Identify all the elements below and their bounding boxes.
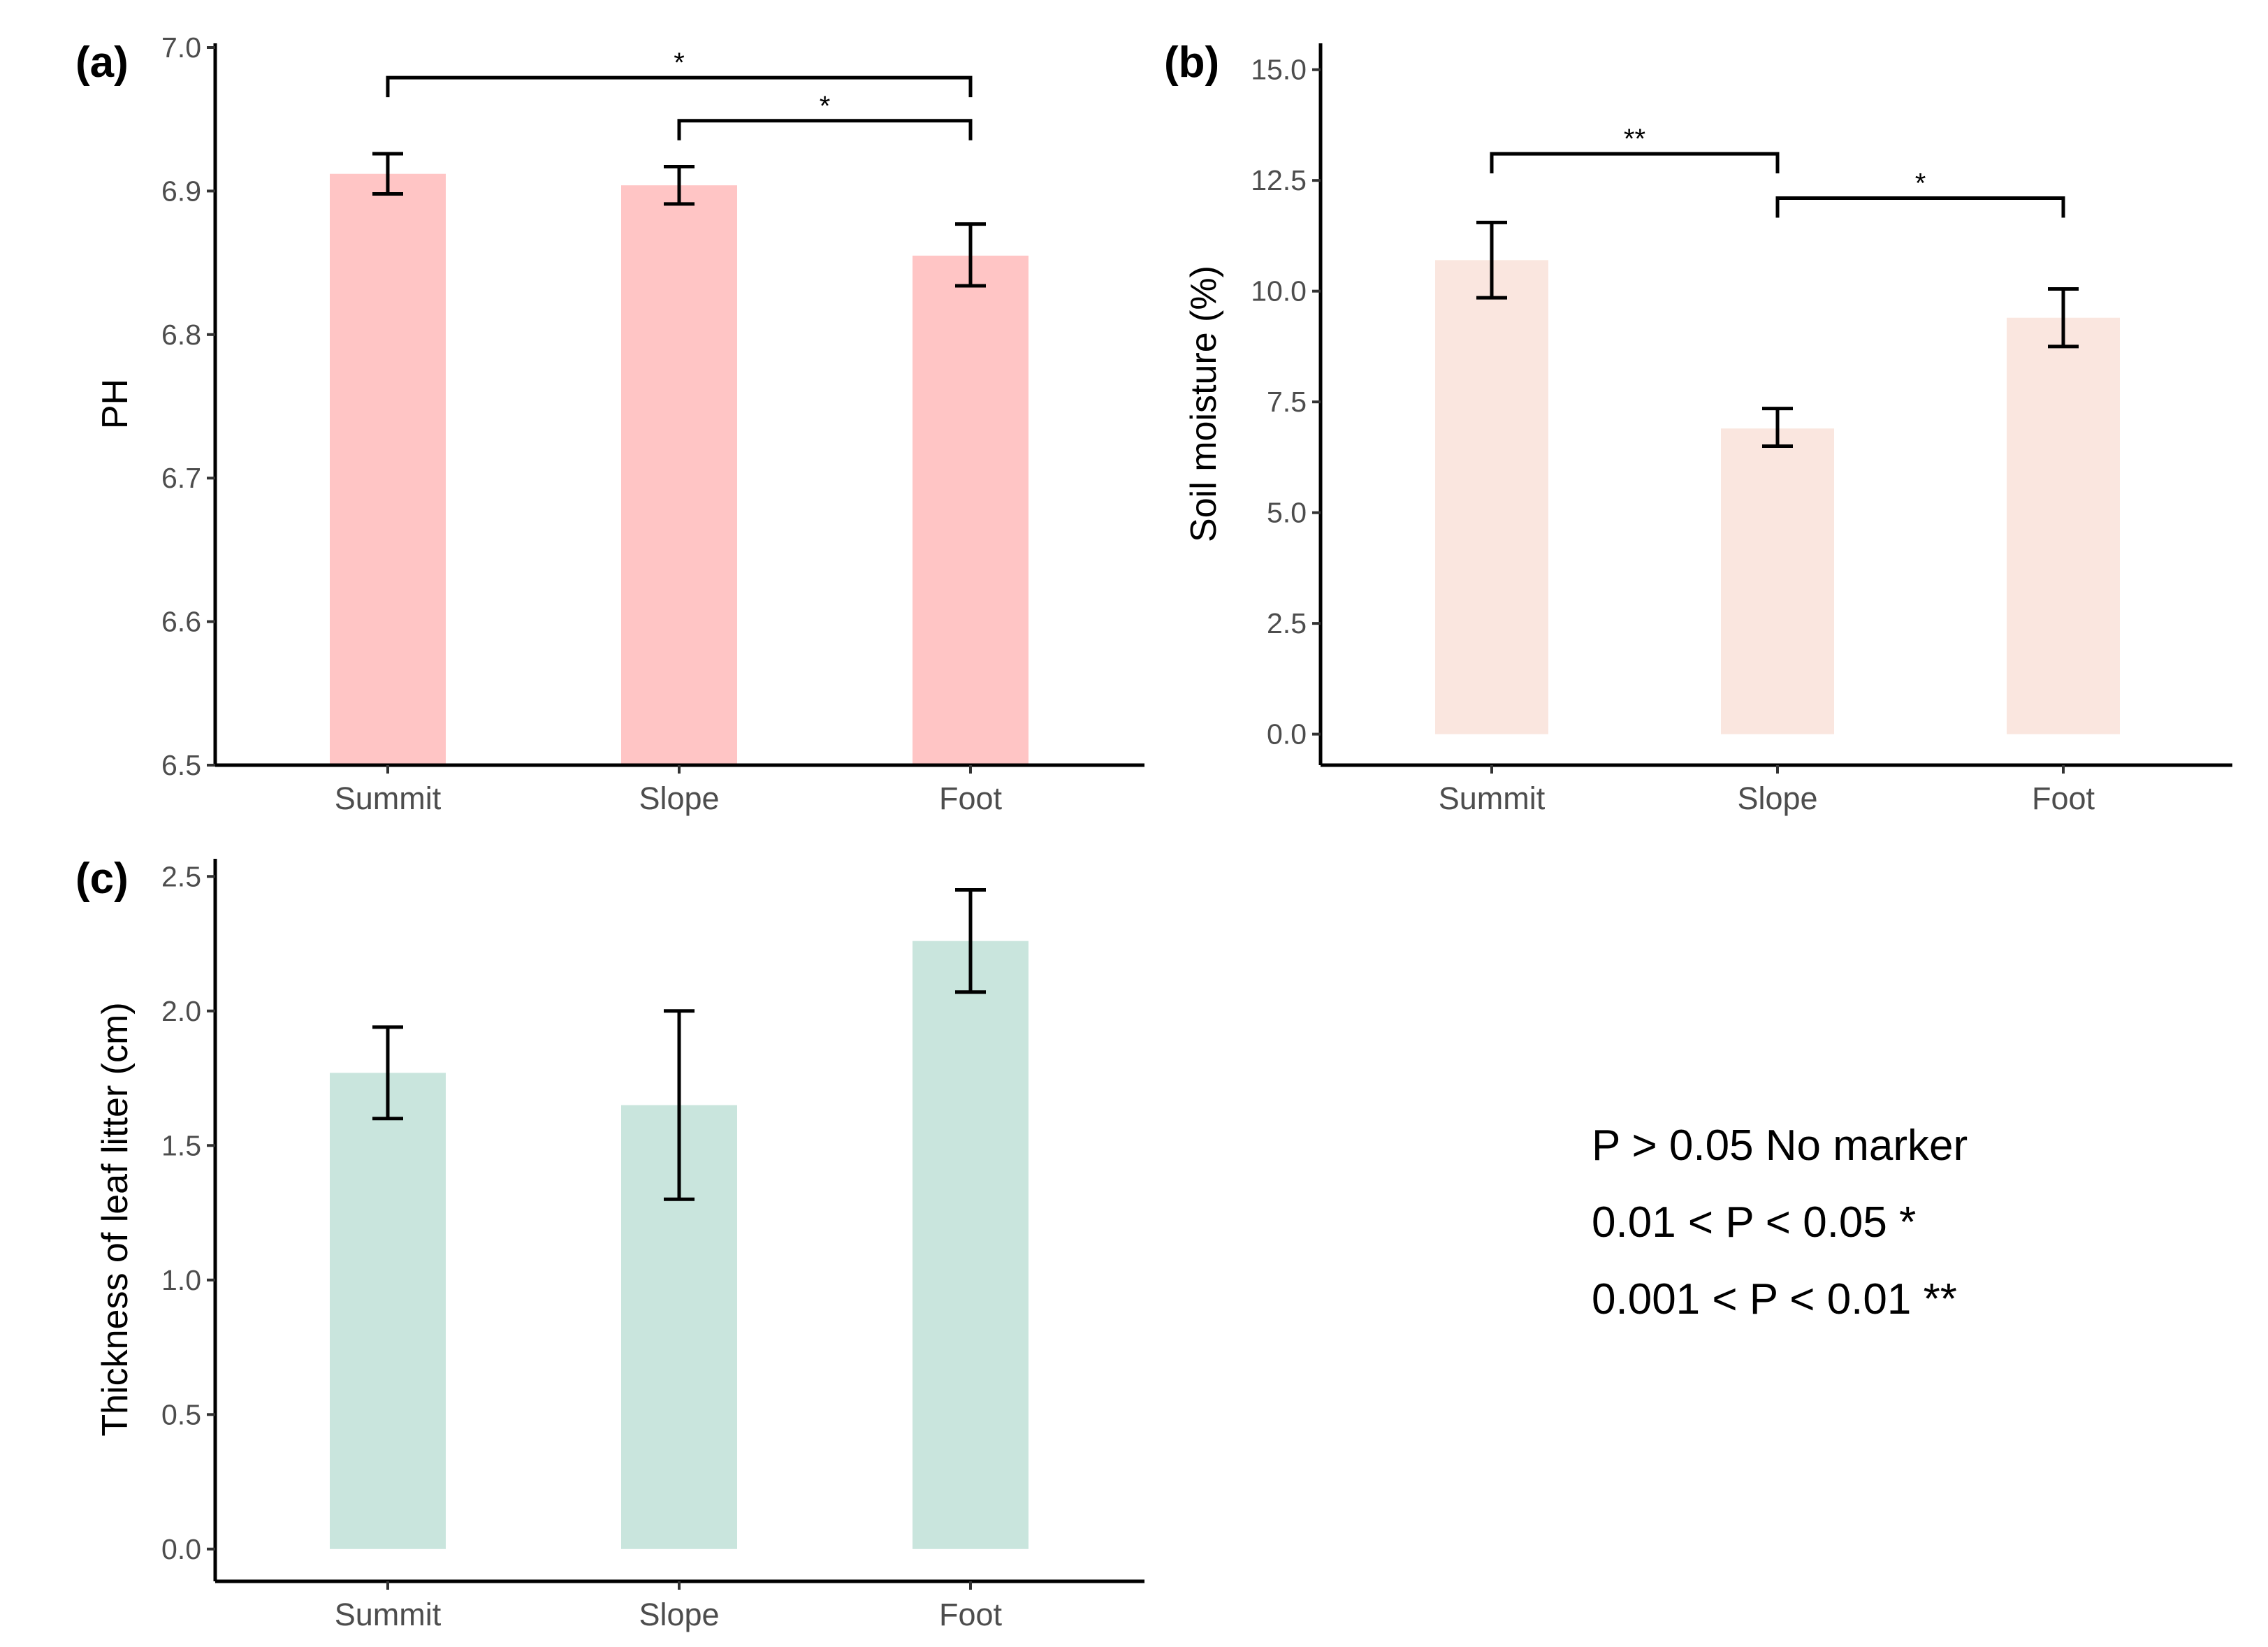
panel-a-x-tick-label-summit: Summit bbox=[335, 781, 442, 816]
panel-b-significance-bracket bbox=[1490, 152, 1780, 174]
panel-c-y-tick-label: 0.5 bbox=[161, 1398, 201, 1430]
panel-c-error-bar-slope bbox=[664, 1009, 695, 1201]
panel-b-error-bar-foot bbox=[2048, 287, 2079, 349]
panel-a-x-tick-label-slope: Slope bbox=[639, 781, 719, 816]
panel-b-y-axis-title: Soil moisture (%) bbox=[1184, 266, 1224, 542]
panel-c-y-tick-label: 2.0 bbox=[161, 995, 201, 1027]
legend-note-single-star: 0.01 < P < 0.05 * bbox=[1592, 1198, 1916, 1247]
panel-c-label: (c) bbox=[75, 855, 129, 903]
panel-a-bar-foot bbox=[913, 255, 1028, 766]
panel-b-y-tick-label: 10.0 bbox=[1251, 275, 1307, 307]
panel-b-y-tick-label: 0.0 bbox=[1267, 718, 1307, 750]
panel-b-significance-label: * bbox=[1915, 168, 1926, 199]
panel-b-y-tick-label: 2.5 bbox=[1267, 607, 1307, 639]
panel-c-bar-foot bbox=[913, 941, 1028, 1549]
panel-c-y-tick-label: 1.0 bbox=[161, 1264, 201, 1296]
panel-a: (a) PH 6.5 6.6 6.7 6.8 6.9 7.0 Summit Slope Foot… bbox=[75, 31, 1144, 816]
panel-b-y-tick-label: 12.5 bbox=[1251, 164, 1307, 196]
panel-b-y-tick-label: 7.5 bbox=[1267, 386, 1307, 418]
panel-a-bar-slope bbox=[621, 185, 737, 766]
panel-b-x-tick-label-slope: Slope bbox=[1737, 781, 1817, 816]
panel-b: (b) Soil moisture (%) 0.0 2.5 5.0 7.5 10.0 12… bbox=[1164, 38, 2232, 816]
panel-a-label: (a) bbox=[75, 38, 129, 87]
panel-b-bar-slope bbox=[1721, 428, 1834, 734]
panel-a-y-tick-label: 6.6 bbox=[161, 606, 201, 638]
panel-b-significance-label: ** bbox=[1624, 124, 1645, 154]
panel-c-y-axis-title: Thickness of leaf litter (cm) bbox=[95, 1002, 136, 1436]
panel-b-bar-summit bbox=[1435, 260, 1548, 734]
panel-a-significance-bracket bbox=[386, 75, 973, 98]
panel-b-label: (b) bbox=[1164, 38, 1219, 87]
panel-c-error-bar-summit bbox=[372, 1025, 403, 1121]
panel-a-y-axis-title: PH bbox=[95, 379, 136, 429]
legend-note-double-star: 0.001 < P < 0.01 ** bbox=[1592, 1275, 1957, 1323]
panel-c-x-tick-label-foot: Foot bbox=[939, 1597, 1003, 1632]
panel-b-y-tick-label: 5.0 bbox=[1267, 497, 1307, 529]
panel-c-x-tick-label-summit: Summit bbox=[335, 1597, 442, 1632]
panel-b-x-tick-label-summit: Summit bbox=[1439, 781, 1546, 816]
panel-b-error-bar-slope bbox=[1762, 407, 1793, 449]
panel-a-error-bar-slope bbox=[664, 164, 695, 206]
panel-c-bar-summit bbox=[330, 1073, 446, 1549]
panel-a-y-tick-label: 6.7 bbox=[161, 462, 201, 494]
panel-a-y-tick-label: 6.9 bbox=[161, 175, 201, 207]
panel-b-bar-foot bbox=[2007, 317, 2120, 734]
significance-legend: P > 0.05 No marker 0.01 < P < 0.05 * 0.0… bbox=[1592, 1122, 1968, 1323]
panel-c-y-tick-label: 0.0 bbox=[161, 1533, 201, 1565]
panel-a-x-tick-label-foot: Foot bbox=[939, 781, 1003, 816]
panel-c-y-tick-label: 1.5 bbox=[161, 1129, 201, 1161]
panel-a-significance-label: * bbox=[820, 91, 831, 122]
panel-a-y-tick-label: 7.0 bbox=[161, 31, 201, 64]
panel-b-x-tick-label-foot: Foot bbox=[2032, 781, 2095, 816]
panel-c-x-tick-label-slope: Slope bbox=[639, 1597, 719, 1632]
panel-c-y-tick-label: 2.5 bbox=[161, 860, 201, 892]
legend-note-no-marker: P > 0.05 No marker bbox=[1592, 1122, 1968, 1170]
panel-a-error-bar-summit bbox=[372, 152, 403, 196]
panel-a-y-tick-label: 6.8 bbox=[161, 319, 201, 351]
panel-a-bar-summit bbox=[330, 173, 446, 765]
panel-a-y-tick-label: 6.5 bbox=[161, 749, 201, 781]
panel-a-significance-label: * bbox=[674, 48, 685, 78]
panel-b-significance-bracket bbox=[1775, 196, 2065, 218]
panel-a-error-bar-foot bbox=[955, 222, 986, 288]
panel-c-error-bar-foot bbox=[955, 888, 986, 994]
panel-c: (c) Thickness of leaf litter (cm) 0.0 0.5… bbox=[75, 855, 1144, 1632]
panel-b-y-tick-label: 15.0 bbox=[1251, 54, 1307, 86]
panel-a-significance-bracket bbox=[677, 119, 973, 140]
panel-b-error-bar-summit bbox=[1476, 220, 1507, 300]
